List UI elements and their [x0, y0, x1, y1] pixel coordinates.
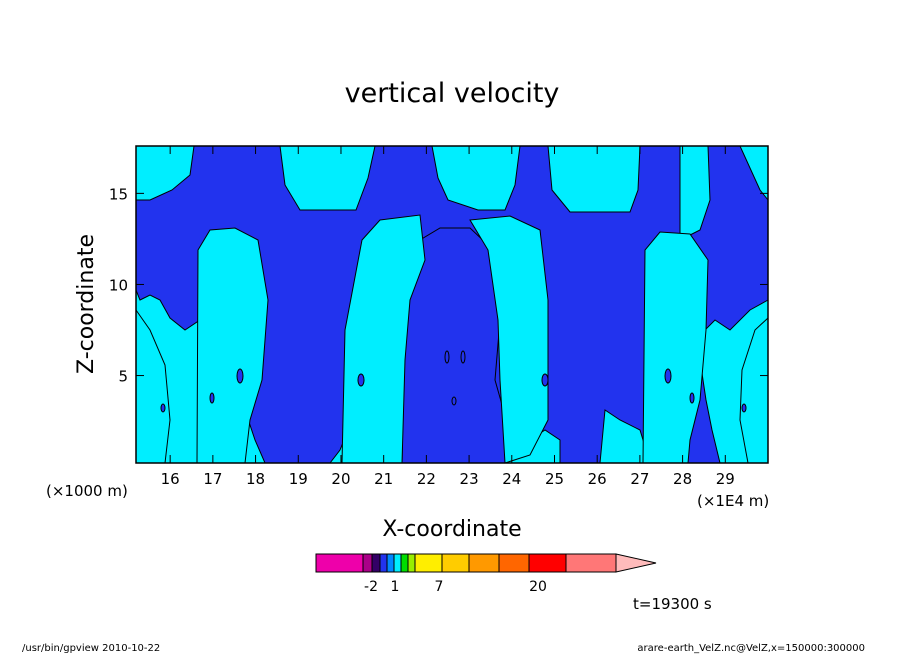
colorbar-swatch — [400, 553, 409, 573]
colorbar-swatch — [371, 553, 381, 573]
colorbar-label: 7 — [435, 579, 444, 595]
colorbar-swatch — [528, 553, 567, 573]
x-tick-label: 24 — [502, 470, 521, 488]
speck — [451, 396, 457, 406]
x-tick-label: 20 — [331, 470, 350, 488]
speck — [209, 392, 215, 404]
x-tick-label: 16 — [161, 470, 180, 488]
speck — [160, 403, 166, 413]
speck — [541, 373, 549, 387]
speck — [444, 350, 450, 364]
colorbar-swatch — [441, 553, 470, 573]
colorbar — [315, 553, 657, 573]
positive-region-center-left — [341, 214, 426, 464]
colorbar-swatch — [362, 553, 373, 573]
footer-right: arare-earth_VelZ.nc@VelZ,x=150000:300000 — [637, 643, 865, 654]
y-tick-label: 5 — [118, 368, 128, 386]
y-axis-ticks: 5 10 15 — [109, 185, 768, 386]
speck — [689, 392, 695, 404]
chart-title: vertical velocity — [345, 78, 560, 109]
positive-regions — [135, 214, 769, 464]
positive-region-center-right — [469, 215, 549, 464]
x-scale-note: (×1E4 m) — [697, 492, 769, 510]
x-tick-label: 29 — [716, 470, 735, 488]
x-tick-label: 26 — [588, 470, 607, 488]
speck — [460, 350, 466, 364]
colorbar-label: 20 — [529, 579, 547, 595]
plot-area — [135, 145, 769, 464]
colorbar-labels: -2 1 7 20 — [364, 579, 547, 595]
speck — [357, 373, 365, 387]
colorbar-swatch — [565, 553, 617, 573]
colorbar-swatch — [498, 553, 530, 573]
colorbar-swatch — [414, 553, 443, 573]
colorbar-swatch — [407, 553, 416, 573]
positive-region-right-column — [642, 231, 709, 464]
x-unit-label: (×1000 m) — [46, 482, 128, 500]
x-axis-title: X-coordinate — [382, 517, 521, 542]
x-tick-label: 17 — [203, 470, 222, 488]
footer-left: /usr/bin/gpview 2010-10-22 — [22, 643, 160, 654]
x-tick-label: 22 — [417, 470, 436, 488]
x-tick-label: 28 — [673, 470, 692, 488]
y-tick-label: 15 — [109, 185, 128, 203]
colorbar-label: 1 — [391, 579, 400, 595]
contour-specks — [160, 350, 747, 413]
speck — [741, 403, 747, 413]
speck — [664, 368, 672, 384]
y-axis-title: Z-coordinate — [74, 234, 99, 374]
colorbar-swatch — [393, 553, 402, 573]
x-tick-label: 25 — [545, 470, 564, 488]
colorbar-swatch — [468, 553, 500, 573]
colorbar-swatch — [379, 553, 388, 573]
plot-frame — [135, 145, 769, 464]
x-tick-label: 27 — [630, 470, 649, 488]
colorbar-swatch — [386, 553, 395, 573]
speck — [236, 368, 244, 384]
colorbar-swatch — [315, 553, 364, 573]
colorbar-label: -2 — [364, 579, 378, 595]
y-tick-label: 10 — [109, 276, 128, 294]
x-tick-label: 23 — [460, 470, 479, 488]
positive-region-left-column — [196, 227, 269, 464]
time-label: t=19300 s — [633, 595, 712, 613]
x-axis-ticks: 16 17 18 19 20 21 22 23 24 25 26 27 28 29 — [161, 146, 735, 488]
x-tick-label: 19 — [289, 470, 308, 488]
x-tick-label: 18 — [246, 470, 265, 488]
colorbar-extension-arrow — [615, 553, 657, 573]
x-tick-label: 21 — [374, 470, 393, 488]
